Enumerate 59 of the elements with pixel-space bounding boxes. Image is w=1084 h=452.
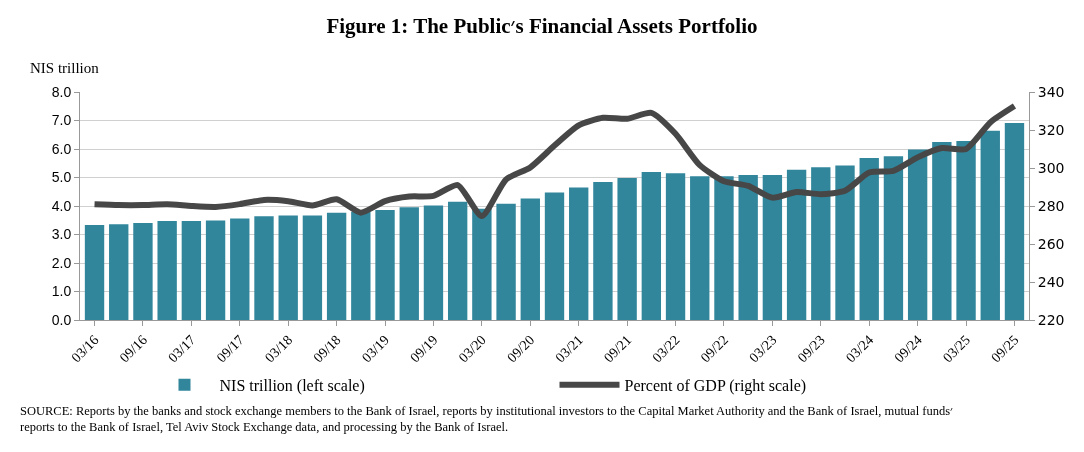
y-tick-label: 8.0: [51, 83, 72, 100]
bar: [569, 187, 589, 320]
y-tick-label: 3.0: [51, 226, 72, 243]
bar: [399, 207, 419, 320]
bar: [157, 221, 177, 320]
bar: [690, 176, 710, 320]
legend-label: NIS trillion (left scale): [219, 377, 365, 396]
bar: [786, 169, 807, 320]
y-tick-label: 6.0: [51, 140, 72, 157]
bar: [278, 215, 298, 320]
y-tick-label: 5.0: [51, 169, 72, 186]
y-tick-label: 2.0: [51, 254, 72, 271]
bar: [181, 221, 202, 320]
bar: [496, 203, 516, 320]
bar: [665, 173, 686, 320]
y2-tick-label: 220: [1037, 311, 1065, 328]
bar: [254, 216, 274, 320]
y2-tick-label: 280: [1037, 197, 1065, 214]
bar: [593, 182, 613, 320]
bar: [641, 172, 662, 320]
bar: [351, 211, 371, 320]
bar: [447, 201, 468, 320]
bar: [544, 192, 565, 320]
y-tick-label: 7.0: [51, 112, 72, 129]
bar: [375, 209, 395, 320]
bar: [423, 205, 444, 320]
bar: [109, 224, 129, 320]
y-axis-title: NIS trillion: [30, 60, 100, 76]
bar: [932, 141, 952, 320]
bar: [617, 178, 637, 320]
bar: [133, 223, 153, 320]
bar: [835, 165, 855, 320]
y2-tick-label: 320: [1037, 121, 1065, 138]
bar: [520, 198, 540, 320]
bar: [302, 215, 323, 320]
bar: [84, 225, 105, 320]
bar: [859, 158, 879, 320]
bar: [980, 130, 1000, 320]
bar: [762, 174, 783, 320]
y-tick-label: 4.0: [51, 197, 72, 214]
bar: [956, 141, 976, 320]
bar: [1004, 123, 1025, 320]
bar: [811, 167, 831, 320]
y-tick-label: 0.0: [51, 311, 72, 328]
bar: [907, 149, 928, 320]
legend-label: Percent of GDP (right scale): [624, 377, 807, 396]
bar: [738, 174, 758, 320]
y2-tick-label: 340: [1037, 83, 1065, 100]
bar: [472, 208, 492, 320]
bar: [714, 176, 734, 320]
bar: [326, 212, 347, 320]
y2-tick-label: 240: [1037, 273, 1065, 290]
y2-tick-label: 300: [1037, 159, 1065, 176]
chart-title: Figure 1: The Public׳s Financial Assets Portfolio: [326, 13, 758, 38]
bar: [205, 220, 226, 320]
y-tick-label: 1.0: [51, 283, 72, 300]
y2-tick-label: 260: [1037, 235, 1065, 252]
bar: [230, 218, 250, 320]
bar: [883, 156, 904, 320]
